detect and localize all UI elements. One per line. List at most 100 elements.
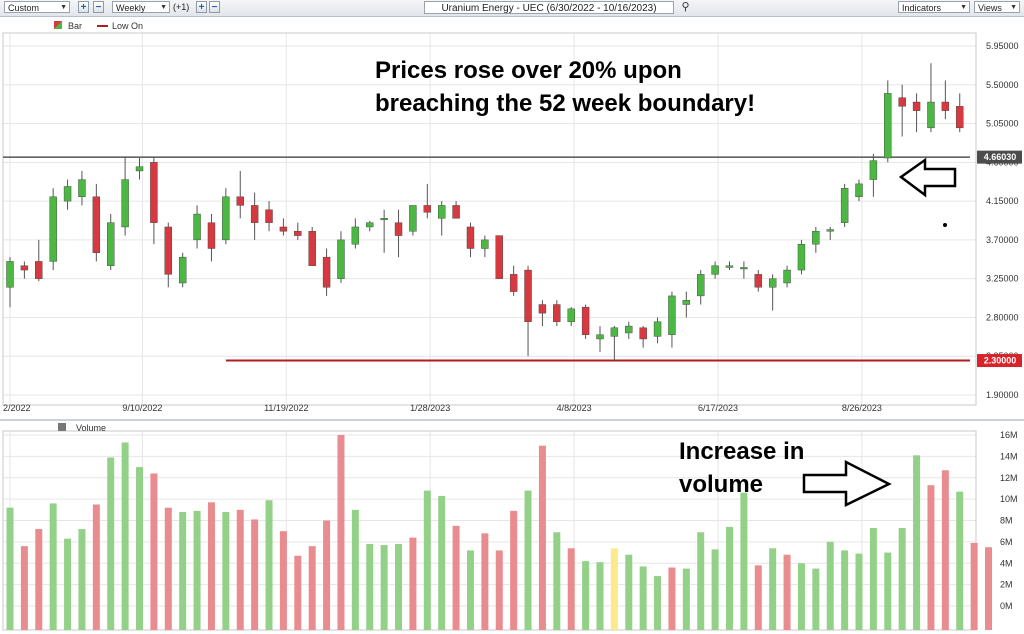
volume-bar	[553, 532, 561, 630]
volume-bar	[366, 544, 374, 630]
volume-bar	[251, 519, 259, 630]
candle-down	[912, 101, 921, 111]
volume-bar	[726, 526, 733, 630]
volume-bar	[985, 547, 993, 630]
candle-up	[438, 205, 446, 219]
volume-bar	[941, 470, 949, 630]
price-axis: 5.950005.500005.050004.600004.150003.700…	[986, 41, 1019, 400]
volume-tick-label: 6M	[1000, 537, 1013, 547]
price-tick-label: 5.95000	[986, 41, 1019, 51]
candle-up	[121, 179, 129, 228]
date-axis: 2/2022 9/10/2022 11/19/2022 1/28/2023 4/8/20…	[3, 403, 882, 413]
interval-select[interactable]: Custom ▼	[4, 1, 70, 13]
zoom-in-button[interactable]: +	[78, 1, 89, 13]
volume-tick-label: 12M	[1000, 473, 1018, 483]
candle-down	[956, 106, 964, 129]
volume-bar	[466, 550, 474, 630]
volume-bar	[20, 546, 28, 630]
indicators-select[interactable]: Indicators ▼	[898, 1, 970, 13]
offset-minus-button[interactable]: −	[209, 1, 220, 13]
price-tick-label: 1.90000	[986, 390, 1019, 400]
candle-down	[524, 269, 532, 322]
bar-legend-label: Bar	[68, 21, 82, 31]
candle-up	[49, 196, 57, 262]
volume-bar	[797, 563, 805, 630]
price-tick-label: 5.05000	[986, 119, 1019, 129]
resistance-price-tag: 4.66030	[977, 150, 1022, 164]
candle-up	[481, 239, 489, 249]
chevron-down-icon: ▼	[60, 4, 67, 11]
volume-bar	[236, 509, 244, 630]
candle-up	[610, 327, 619, 337]
candle-up	[653, 321, 662, 337]
volume-bar	[423, 490, 431, 630]
candle-down	[294, 231, 302, 236]
volume-tick-label: 14M	[1000, 451, 1018, 461]
date-tick-label: 9/10/2022	[122, 403, 162, 413]
volume-bar	[395, 544, 403, 630]
left-arrow-icon	[898, 157, 957, 198]
volume-tick-label: 4M	[1000, 558, 1013, 568]
volume-bar	[869, 527, 877, 630]
candle-up	[625, 325, 633, 334]
candle-up	[63, 186, 72, 202]
search-icon[interactable]: ⚲	[681, 1, 690, 13]
candle-up	[740, 267, 748, 270]
svg-text:4.66030: 4.66030	[984, 152, 1017, 162]
candle-up	[812, 231, 820, 245]
candle-up	[797, 243, 806, 271]
volume-bar	[337, 435, 345, 630]
date-tick-label: 1/28/2023	[410, 403, 450, 413]
offset-label: (+1)	[173, 2, 190, 12]
volume-bar	[668, 567, 676, 630]
chevron-down-icon: ▼	[960, 4, 967, 11]
volume-bar	[150, 473, 158, 630]
right-arrow-icon	[802, 459, 892, 508]
candle-up	[380, 218, 388, 221]
cursor-dot	[943, 223, 947, 227]
candle-down	[279, 226, 288, 232]
candle-up	[697, 274, 705, 297]
offset-plus-button[interactable]: +	[196, 1, 207, 13]
price-tick-label: 3.25000	[986, 274, 1019, 284]
period-select[interactable]: Weekly ▼	[112, 1, 170, 13]
candle-down	[308, 231, 316, 266]
candle-up	[783, 269, 791, 284]
low-on-legend-label: Low On	[112, 21, 143, 31]
candle-down	[581, 306, 590, 335]
price-annotation-line-1: Prices rose over 20% upon	[375, 57, 682, 84]
zoom-out-button[interactable]: −	[93, 1, 104, 13]
volume-bar	[495, 550, 503, 630]
volume-tick-label: 10M	[1000, 494, 1018, 504]
volume-tick-label: 2M	[1000, 580, 1013, 590]
price-tick-label: 2.80000	[986, 312, 1019, 322]
volume-bar	[855, 553, 863, 630]
volume-bar	[222, 511, 230, 630]
candle-down	[941, 101, 950, 111]
volume-bar	[452, 525, 460, 630]
candle-down	[150, 162, 158, 223]
bar-legend-swatch-up	[54, 21, 62, 29]
candle-up	[596, 334, 604, 340]
volume-bar	[380, 545, 388, 630]
volume-bar	[582, 561, 590, 630]
volume-legend-swatch	[58, 423, 66, 431]
candle-up	[682, 300, 691, 305]
volume-bar	[179, 511, 187, 630]
candle-up	[725, 265, 734, 268]
price-tick-label: 3.70000	[986, 235, 1019, 245]
candle-down	[92, 196, 101, 254]
volume-bar	[510, 510, 518, 630]
candle-down	[639, 327, 647, 340]
volume-bar	[769, 548, 777, 630]
candle-up	[927, 101, 935, 129]
candle-down	[164, 226, 172, 275]
chevron-down-icon: ▼	[160, 4, 167, 11]
chart-canvas[interactable]: Bar Low On Volume 5.95000 5.50000 5.05000 4…	[0, 16, 1024, 634]
volume-bar	[64, 538, 72, 630]
views-select[interactable]: Views ▼	[974, 1, 1020, 13]
candle-up	[222, 196, 230, 241]
volume-bar	[740, 492, 748, 630]
volume-bar	[121, 442, 129, 630]
candles-group	[6, 63, 964, 361]
